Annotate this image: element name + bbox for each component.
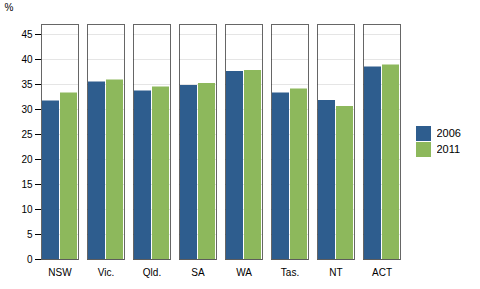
svg-text:NSW: NSW <box>48 267 72 278</box>
svg-text:Vic.: Vic. <box>98 267 115 278</box>
svg-text:25: 25 <box>21 129 33 140</box>
html-text:2011: 2011 <box>436 143 461 156</box>
svg-text:SA: SA <box>191 267 205 278</box>
svg-text:35: 35 <box>21 79 33 90</box>
svg-text:%: % <box>5 2 14 13</box>
html-text:2006: 2006 <box>436 127 461 140</box>
svg-text:30: 30 <box>21 104 33 115</box>
svg-text:WA: WA <box>236 267 252 278</box>
svg-text:10: 10 <box>21 204 33 215</box>
svg-text:0: 0 <box>27 254 33 265</box>
svg-text:NT: NT <box>329 267 342 278</box>
svg-text:15: 15 <box>21 179 33 190</box>
svg-text:20: 20 <box>21 154 33 165</box>
svg-text:Qld.: Qld. <box>143 267 161 278</box>
svg-text:Tas.: Tas. <box>281 267 299 278</box>
svg-text:ACT: ACT <box>372 267 392 278</box>
svg-text:45: 45 <box>21 29 33 40</box>
svg-text:40: 40 <box>21 54 33 65</box>
svg-text:5: 5 <box>27 229 33 240</box>
